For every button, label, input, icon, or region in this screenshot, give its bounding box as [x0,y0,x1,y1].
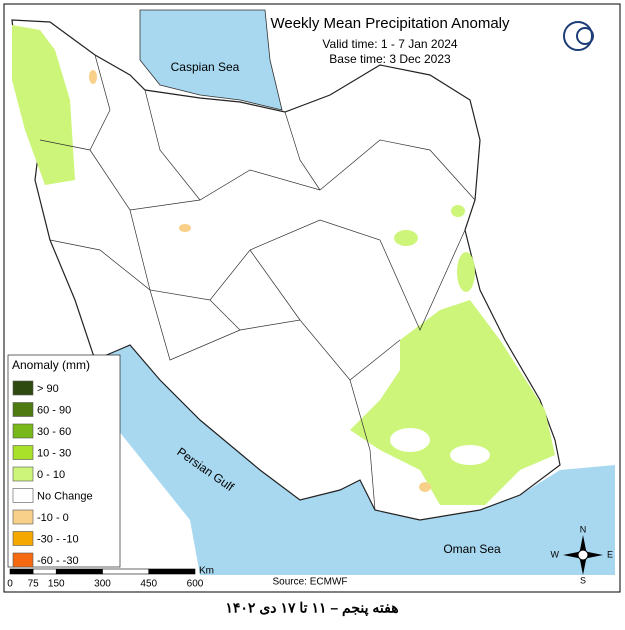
scale-label: 75 [28,579,40,590]
sea-label: Oman Sea [443,542,501,556]
scale-label: 150 [48,579,65,590]
scale-label: 450 [140,579,157,590]
gulf-sea [95,345,615,575]
compass-n: N [580,524,587,534]
compass: N E S W [551,524,614,585]
legend-label: 10 - 30 [37,447,71,459]
anomaly-patch [451,205,465,217]
scale-segment [102,568,150,575]
scale-label: 0 [7,579,13,590]
province-borders [39,54,476,511]
legend-label: 60 - 90 [37,404,71,416]
legend-label: > 90 [37,383,59,395]
scale-segment [32,568,57,575]
map-title: Weekly Mean Precipitation Anomaly [270,15,510,32]
logo [563,21,594,51]
anomaly-patch [450,445,490,465]
legend-label: -60 - -30 [37,555,79,567]
scale-segment [148,568,196,575]
legend-swatch [12,531,34,546]
compass-s: S [580,575,586,585]
anomaly-patch [390,428,430,452]
caspian-sea [139,9,283,111]
legend-label: 30 - 60 [37,426,71,438]
negative-patch [179,224,191,232]
anomaly-patch [350,300,555,505]
scale-segment [9,568,34,575]
legend-label: 0 - 10 [37,469,65,481]
legend-swatch [12,423,34,439]
scale-label: 300 [94,579,111,590]
source: Source: ECMWF [272,577,347,588]
legend-swatch [12,488,34,503]
caption: هفته پنجم – ۱۱ تا ۱۷ دی ۱۴۰۲ [225,600,398,617]
compass-e: E [607,549,613,559]
anomaly-patch [457,252,475,292]
legend-label: -30 - -10 [37,533,79,545]
legend-swatch [12,445,34,460]
scale-label: 600 [187,579,204,590]
anomaly-patch [12,25,75,185]
anomaly-patch [394,230,418,246]
legend-swatch [12,552,34,568]
legend-swatch [12,380,34,396]
negative-patch [419,482,431,492]
legend-label: No Change [37,490,93,502]
sea-label: Caspian Sea [171,60,240,74]
scale-bar: 0 75 150 300 450 600 Km [7,566,214,590]
legend-swatch [12,466,34,482]
legend-swatch [12,509,34,525]
legend-title: Anomaly (mm) [12,358,90,372]
base-time: Base time: 3 Dec 2023 [329,52,451,66]
legend: > 90 60 - 90 30 - 60 10 - 30 0 - 10 No Change… [12,380,93,568]
compass-w: W [551,549,560,559]
scale-unit: Km [199,566,214,577]
scale-segment [55,568,103,575]
legend-label: -10 - 0 [37,512,69,524]
valid-time: Valid time: 1 - 7 Jan 2024 [322,37,458,51]
negative-patch [89,70,97,84]
legend-swatch [12,402,34,417]
